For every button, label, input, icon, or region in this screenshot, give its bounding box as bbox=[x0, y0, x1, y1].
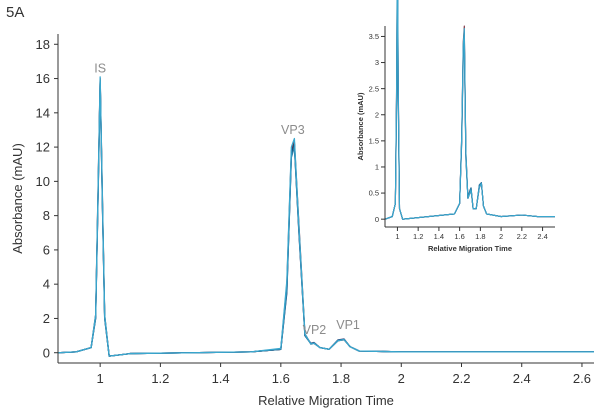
main-x-tick-label: 1.2 bbox=[151, 371, 169, 386]
figure-label: 5A bbox=[6, 4, 25, 21]
inset-y-tick-label: 0.5 bbox=[369, 189, 379, 198]
inset-x-tick-label: 2 bbox=[499, 232, 503, 241]
main-y-tick-label: 0 bbox=[43, 345, 50, 360]
main-x-tick-label: 1.8 bbox=[332, 371, 350, 386]
main-y-tick-label: 10 bbox=[36, 174, 50, 189]
inset-y-tick-label: 1.5 bbox=[369, 136, 379, 145]
inset-x-tick-label: 1.8 bbox=[475, 232, 485, 241]
main-y-tick-label: 16 bbox=[36, 71, 50, 86]
main-x-tick-label: 2 bbox=[398, 371, 405, 386]
inset-series-line bbox=[385, 0, 555, 220]
main-y-axis-title: Absorbance (mAU) bbox=[10, 143, 25, 254]
inset-x-tick-label: 1 bbox=[395, 232, 399, 241]
peak-label-is: IS bbox=[94, 62, 106, 76]
inset-x-tick-label: 1.2 bbox=[413, 232, 423, 241]
inset-x-tick-label: 1.6 bbox=[454, 232, 464, 241]
inset-y-tick-label: 3.5 bbox=[369, 32, 379, 41]
main-y-tick-label: 12 bbox=[36, 140, 50, 155]
inset-y-tick-label: 2 bbox=[375, 110, 379, 119]
inset-y-axis-title: Absorbance (mAU) bbox=[356, 92, 365, 160]
peak-label-vp3: VP3 bbox=[281, 123, 305, 137]
main-x-tick-label: 1.4 bbox=[212, 371, 230, 386]
peak-label-vp2: VP2 bbox=[303, 323, 327, 337]
main-y-tick-label: 2 bbox=[43, 311, 50, 326]
main-x-axis-title: Relative Migration Time bbox=[258, 393, 394, 408]
main-y-tick-label: 6 bbox=[43, 242, 50, 257]
main-x-tick-label: 1.6 bbox=[272, 371, 290, 386]
inset-y-tick-label: 3 bbox=[375, 58, 379, 67]
inset-y-tick-label: 2.5 bbox=[369, 84, 379, 93]
inset-x-tick-label: 1.4 bbox=[434, 232, 444, 241]
main-x-tick-label: 2.2 bbox=[452, 371, 470, 386]
main-x-tick-label: 2.6 bbox=[573, 371, 591, 386]
main-y-tick-label: 18 bbox=[36, 37, 50, 52]
peak-label-vp1: VP1 bbox=[336, 318, 360, 332]
main-y-tick-label: 14 bbox=[36, 105, 50, 120]
main-y-tick-label: 4 bbox=[43, 277, 50, 292]
inset-x-tick-label: 2.4 bbox=[537, 232, 547, 241]
inset-x-axis-title: Relative Migration Time bbox=[428, 244, 512, 253]
inset-x-tick-label: 2.2 bbox=[517, 232, 527, 241]
main-x-tick-label: 2.4 bbox=[513, 371, 531, 386]
main-series-line bbox=[58, 76, 594, 357]
inset-chart: 0 0.5 1 1.5 2 2.5 3 3.5 1 1.2 1.4 1.6 1.8 2 2.2 2.4 Rela… bbox=[356, 0, 555, 253]
inset-y-tick-label: 0 bbox=[375, 215, 379, 224]
main-y-tick-label: 8 bbox=[43, 208, 50, 223]
inset-y-tick-label: 1 bbox=[375, 163, 379, 172]
inset-background bbox=[352, 8, 592, 266]
main-x-tick-label: 1 bbox=[97, 371, 104, 386]
